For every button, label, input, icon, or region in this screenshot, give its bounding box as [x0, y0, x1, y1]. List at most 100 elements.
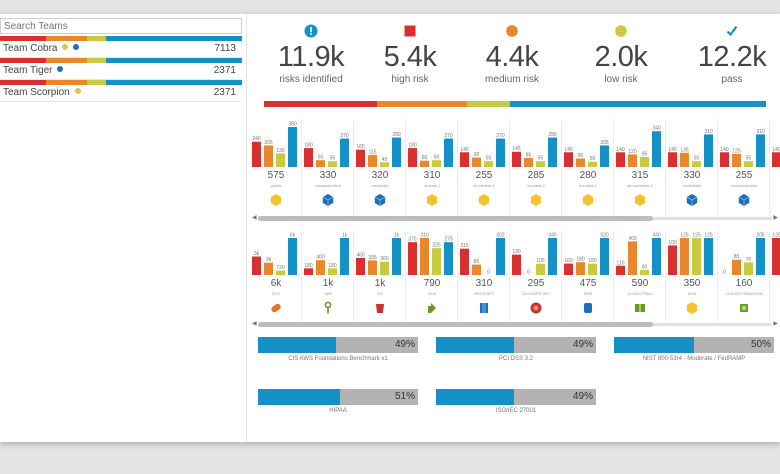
- card-bar-chart: 165 115 45 280: [356, 132, 401, 167]
- compliance-item[interactable]: 51% HIPAA: [258, 389, 418, 429]
- scroll-right-icon[interactable]: ▶: [773, 215, 778, 221]
- bar-segment: [45, 80, 88, 85]
- card-total: 330: [319, 170, 337, 181]
- compliance-percent: 49%: [572, 391, 593, 402]
- yellow-hex-icon: [270, 194, 282, 206]
- stat-label: high risk: [391, 74, 429, 85]
- card-canadacentral[interactable]: 180 65 55 270 330 canadacentral: [302, 119, 354, 216]
- team-item[interactable]: Team Tiger 2371: [0, 58, 242, 80]
- scroll-right-icon[interactable]: ▶: [773, 321, 778, 327]
- dashboard-panel: [0, 14, 780, 442]
- exclamation-circle-icon: [304, 24, 318, 38]
- bar-mark: [524, 158, 533, 167]
- card-REDSHIFT[interactable]: 215 85 0 302 310 REDSHIFT: [458, 230, 510, 322]
- card-us-east-1[interactable]: 180 60 65 270 310 us-east-1: [406, 119, 458, 216]
- bar-mark: [756, 134, 765, 167]
- card-bar-chart: 110 400 60 440: [616, 233, 661, 275]
- card-eu-central-1[interactable]: 140 90 55 270 255 eu-central-1: [458, 119, 510, 216]
- card-total: 310: [475, 278, 493, 289]
- card-westindia[interactable]: 165 115 45 280 320 westindia: [354, 119, 406, 216]
- bar-mark: [264, 145, 273, 167]
- card-total: 160: [735, 278, 753, 289]
- bar-value-label: 275: [444, 237, 453, 243]
- region-scrollbar[interactable]: ◀ ▶: [252, 215, 778, 222]
- bar-value-label: 345: [548, 233, 557, 239]
- card-name: eu-west-2: [527, 183, 545, 188]
- service-scrollbar[interactable]: ◀ ▶: [252, 321, 778, 328]
- team-item[interactable]: Team Cobra 7113: [0, 36, 242, 58]
- scroll-thumb[interactable]: [258, 216, 653, 221]
- bar-mark: [356, 257, 365, 275]
- stat-medium-risk[interactable]: 4.4k medium risk: [462, 24, 562, 85]
- bar-value-label: 60: [642, 264, 648, 270]
- compliance-item[interactable]: 49% PCI DSS 3.2: [436, 337, 596, 377]
- card-CLOUDTRAIL[interactable]: 110 400 60 440 590 CLOUDTRAIL: [614, 230, 666, 322]
- blue-cube-icon: [738, 194, 750, 206]
- bar-mark: [564, 263, 573, 275]
- card-global[interactable]: 240 205 130 380 575 global: [250, 119, 302, 216]
- bar-mark: [380, 162, 389, 167]
- bar-value-label: 115: [369, 149, 377, 155]
- card-southindia[interactable]: 140 135 55 310 330 southindia: [666, 119, 718, 216]
- green-trail-icon: [635, 304, 645, 312]
- team-item[interactable]: Team Scorpion 2371: [0, 80, 242, 102]
- bar-value-label: 165: [356, 144, 365, 150]
- card-ELB[interactable]: 275 310 225 275 790 ELB: [406, 230, 458, 322]
- compliance-item[interactable]: 49% ISO/IEC 27001: [436, 389, 596, 429]
- compliance-item[interactable]: 49% CIS AWS Foundations Benchmark v1: [258, 337, 418, 377]
- card-southcentralus[interactable]: 140 125 55 310 255 southcentralus: [718, 119, 770, 216]
- card-bar-chart: 1308000: [772, 233, 780, 275]
- card-bar-chart: 460 395 360 1k: [356, 233, 401, 275]
- bar-segment: [45, 58, 88, 63]
- bar-value-label: 215: [460, 243, 469, 249]
- stat-risks-identified[interactable]: 11.9k risks identified: [261, 24, 361, 85]
- card-eu-west-2[interactable]: 145 85 55 280 285 eu-west-2: [510, 119, 562, 216]
- card-S3[interactable]: 460 395 360 1k 1k S3: [354, 230, 406, 322]
- card-IAM[interactable]: 180 400 180 1k 1k IAM: [302, 230, 354, 322]
- bar-mark: [392, 238, 401, 275]
- card-CLOUDFRONT[interactable]: 190 0 105 345 295 CLOUDFRONT: [510, 230, 562, 322]
- scroll-left-icon[interactable]: ◀: [252, 215, 257, 221]
- bar-mark: [772, 152, 780, 167]
- bar-mark: [772, 238, 780, 275]
- scroll-left-icon[interactable]: ◀: [252, 321, 257, 327]
- bar-mark: [576, 158, 585, 167]
- card-eu-west-1[interactable]: 140 80 50 205 280 eu-west-1: [562, 119, 614, 216]
- team-risk-bar: [0, 58, 242, 63]
- bar-value-label: 50: [590, 156, 596, 162]
- card-KMS[interactable]: 100 125 125 125 350 KMS: [666, 230, 718, 322]
- bar-segment: [87, 36, 107, 41]
- bar-value-label: 95: [642, 152, 648, 158]
- green-arrows-icon: [428, 303, 436, 313]
- bar-mark: [512, 254, 521, 275]
- card-partial[interactable]: 14012000: [770, 119, 780, 216]
- compliance-item[interactable]: 50% NIST 800-53r4 - Moderate / FedRAMP: [614, 337, 774, 377]
- bar-mark: [512, 151, 521, 167]
- team-name: Team Scorpion: [3, 87, 81, 98]
- bar-value-label: 180: [304, 263, 313, 269]
- yellow-hex-icon: [478, 194, 490, 206]
- card-bar-chart: 215 85 0 302: [460, 233, 505, 275]
- card-partial[interactable]: 1308000: [770, 230, 780, 322]
- bar-mark: [628, 241, 637, 275]
- scroll-thumb[interactable]: [258, 322, 653, 327]
- yellow-hex-icon: [634, 194, 646, 206]
- team-count: 2371: [213, 65, 236, 76]
- card-ap-northeast-2[interactable]: 140 120 95 340 315 ap-northeast-2: [614, 119, 666, 216]
- bar-value-label: 280: [548, 132, 557, 138]
- stat-high-risk[interactable]: 5.4k high risk: [360, 24, 460, 85]
- card-name: REDSHIFT: [474, 291, 494, 296]
- card-CLOUDFORMATION[interactable]: 0 85 70 205 160 CLOUDFORMATION: [718, 230, 770, 322]
- status-dot-icon: [73, 44, 80, 50]
- stat-pass[interactable]: 12.2k pass: [682, 24, 780, 85]
- compliance-name: CIS AWS Foundations Benchmark v1: [288, 356, 388, 362]
- card-total: 330: [683, 170, 701, 181]
- compliance-progress-bar: 49%: [436, 337, 596, 353]
- bar-mark: [576, 262, 585, 275]
- search-teams-input[interactable]: [0, 18, 242, 34]
- stat-low-risk[interactable]: 2.0k low risk: [571, 24, 671, 85]
- status-dot-icon: [74, 88, 81, 94]
- card-RDS[interactable]: 160 180 160 520 475 RDS: [562, 230, 614, 322]
- card-EC2[interactable]: 3k 2k 720 6k 6k EC2: [250, 230, 302, 322]
